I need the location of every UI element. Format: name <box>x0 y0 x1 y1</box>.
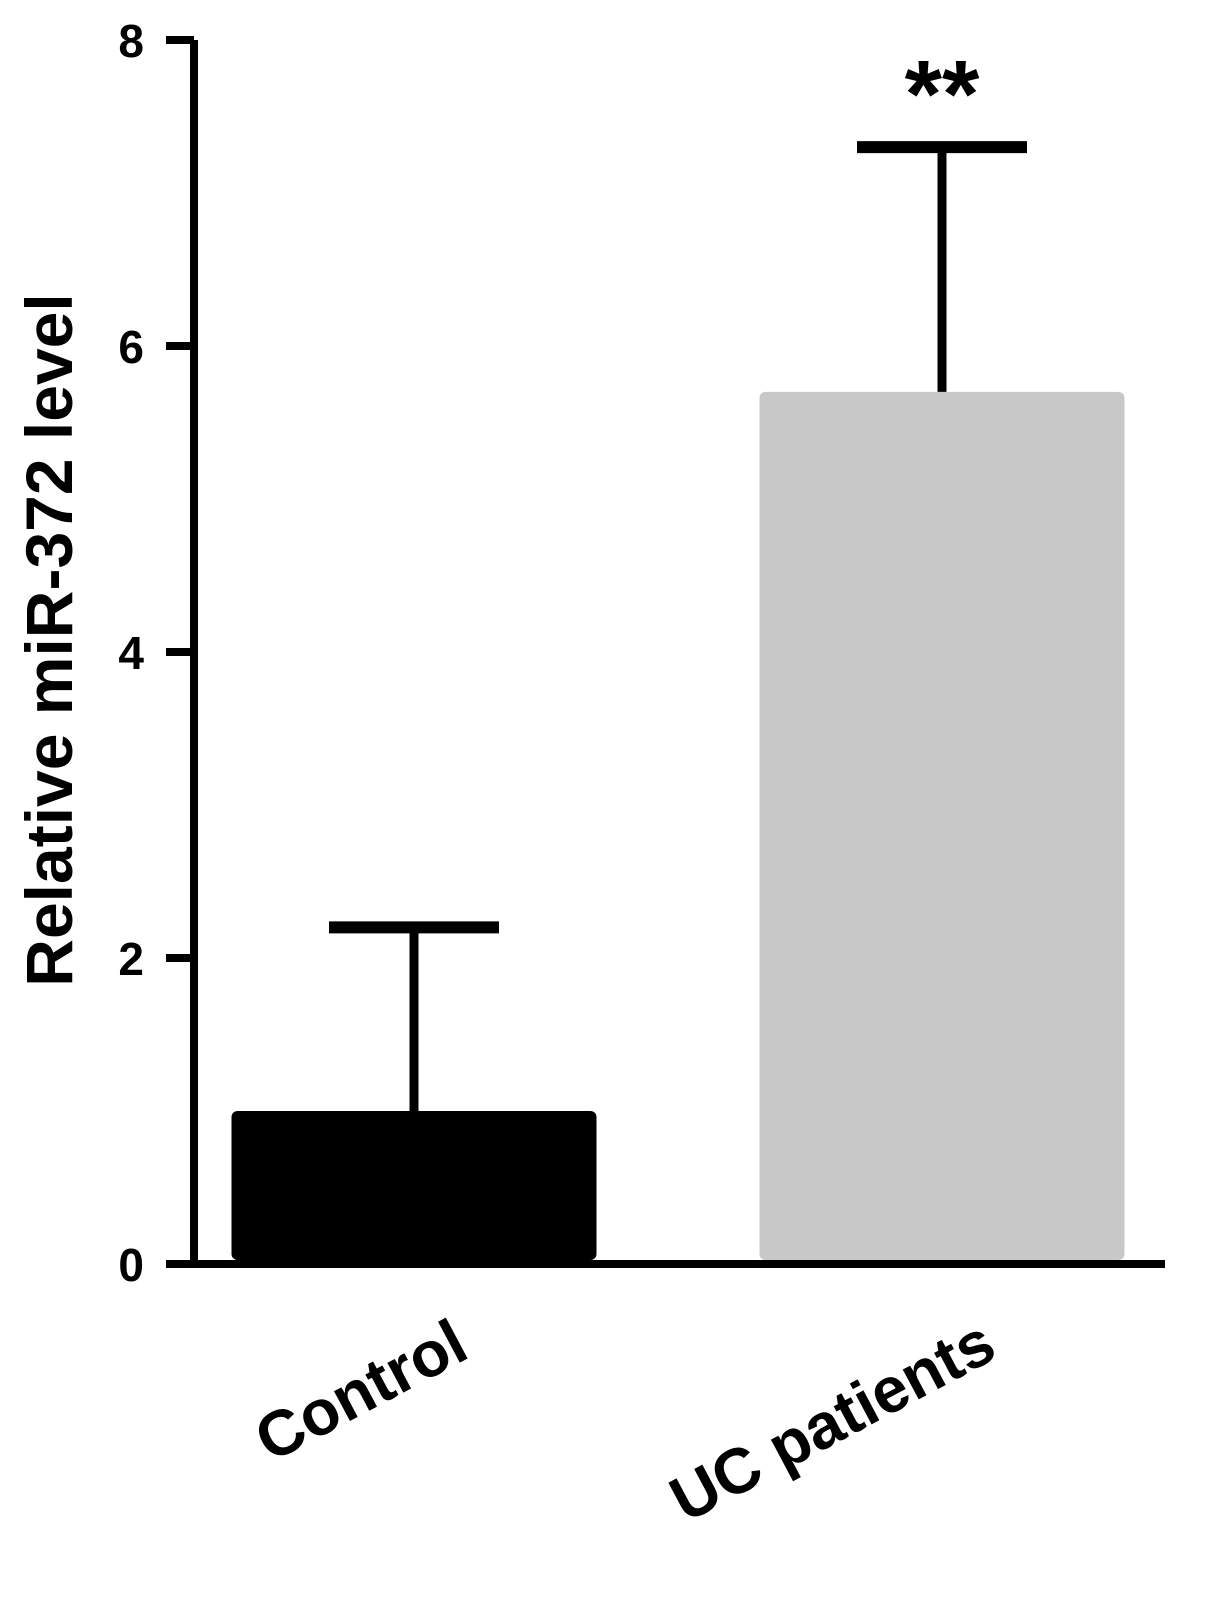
y-axis-title: Relative miR-372 level <box>12 293 86 986</box>
plot-area: ** <box>231 41 1125 1260</box>
x-category-label: Control <box>243 1305 478 1475</box>
y-tick-label: 6 <box>118 321 144 373</box>
y-axis-ticks: 0 2 4 6 8 <box>118 15 194 1291</box>
y-tick-label: 2 <box>118 933 144 985</box>
y-tick-label: 4 <box>118 627 144 679</box>
bar-control <box>231 1111 597 1260</box>
x-category-label: UC patients <box>658 1305 1006 1536</box>
y-tick-label: 8 <box>118 15 144 67</box>
y-tick-label: 0 <box>118 1239 144 1291</box>
bar-uc-patients <box>759 391 1125 1260</box>
significance-marker: ** <box>905 41 980 148</box>
x-axis-labels: Control UC patients <box>243 1305 1006 1536</box>
